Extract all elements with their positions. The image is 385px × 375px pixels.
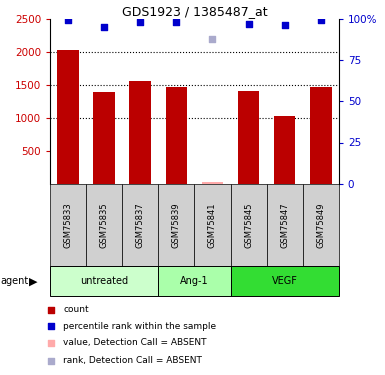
Bar [166, 87, 187, 184]
Point [137, 19, 143, 25]
Text: untreated: untreated [80, 276, 128, 286]
Point [173, 19, 179, 25]
Bar [50, 184, 86, 266]
Point [48, 323, 54, 329]
Bar [231, 266, 339, 296]
Bar [202, 182, 223, 184]
Title: GDS1923 / 1385487_at: GDS1923 / 1385487_at [122, 4, 267, 18]
Text: GSM75833: GSM75833 [64, 202, 73, 248]
Text: GSM75845: GSM75845 [244, 202, 253, 248]
Text: ▶: ▶ [28, 276, 37, 286]
Point [209, 36, 216, 42]
Point [48, 340, 54, 346]
Text: GSM75839: GSM75839 [172, 202, 181, 248]
Bar [50, 266, 158, 296]
Text: count: count [63, 305, 89, 314]
Bar [129, 81, 151, 184]
Text: GSM75841: GSM75841 [208, 202, 217, 248]
Text: percentile rank within the sample: percentile rank within the sample [63, 322, 216, 331]
Point [101, 24, 107, 30]
Bar [266, 184, 303, 266]
Bar [231, 184, 266, 266]
Bar [86, 184, 122, 266]
Point [65, 17, 71, 23]
Text: GSM75847: GSM75847 [280, 202, 289, 248]
Text: Ang-1: Ang-1 [180, 276, 209, 286]
Point [246, 21, 252, 27]
Bar [158, 184, 194, 266]
Bar [238, 91, 259, 184]
Bar [94, 92, 115, 184]
Text: VEGF: VEGF [272, 276, 298, 286]
Text: agent: agent [0, 276, 28, 286]
Text: rank, Detection Call = ABSENT: rank, Detection Call = ABSENT [63, 356, 202, 365]
Bar [274, 116, 296, 184]
Bar [158, 266, 231, 296]
Text: value, Detection Call = ABSENT: value, Detection Call = ABSENT [63, 338, 207, 347]
Point [48, 307, 54, 313]
Point [48, 358, 54, 364]
Text: GSM75835: GSM75835 [100, 202, 109, 248]
Bar [57, 50, 79, 184]
Bar [310, 87, 331, 184]
Point [281, 22, 288, 28]
Bar [303, 184, 339, 266]
Point [318, 17, 324, 23]
Text: GSM75849: GSM75849 [316, 202, 325, 248]
Bar [194, 184, 231, 266]
Text: GSM75837: GSM75837 [136, 202, 145, 248]
Bar [122, 184, 158, 266]
